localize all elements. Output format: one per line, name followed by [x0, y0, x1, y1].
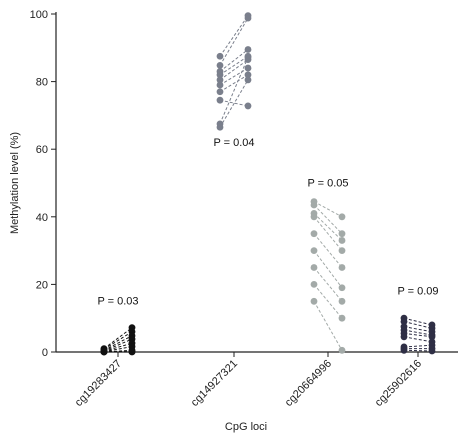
series-layer [100, 12, 436, 356]
pair-line [313, 213, 343, 241]
pair-line [313, 250, 343, 289]
pair-line [103, 327, 133, 350]
point-before [216, 76, 224, 84]
p-value-label: P = 0.05 [307, 177, 348, 189]
point-before [216, 71, 224, 79]
point-after [338, 264, 346, 271]
pair-line [403, 321, 433, 329]
pair-line [219, 15, 249, 57]
group-cg14927321 [216, 12, 252, 131]
point-before [216, 88, 224, 96]
pair-line [103, 338, 133, 352]
pair-line [403, 336, 433, 343]
point-before [100, 347, 108, 355]
pair-line [313, 267, 343, 302]
point-before [216, 96, 224, 104]
point-before [400, 346, 408, 354]
pair-line [103, 342, 133, 352]
pair-line [403, 344, 433, 348]
p-value-label: P = 0.09 [397, 286, 438, 298]
pair-line [313, 301, 343, 351]
y-tick-label: 80 [36, 77, 48, 89]
point-after [244, 64, 252, 72]
y-tick-label: 100 [30, 9, 48, 21]
pair-line [103, 335, 133, 351]
point-after [244, 46, 252, 53]
point-after [128, 348, 136, 356]
point-before [216, 123, 224, 131]
point-after [338, 284, 346, 292]
point-before [400, 318, 408, 325]
point-before [310, 281, 318, 288]
pair-line [219, 49, 249, 72]
point-before [310, 201, 318, 209]
y-tick-label: 40 [36, 212, 48, 224]
pair-line [403, 317, 433, 326]
point-before [216, 61, 224, 69]
pair-line [313, 201, 343, 218]
point-after [338, 237, 346, 244]
point-before [310, 247, 318, 255]
point-after [244, 71, 252, 79]
point-before [310, 264, 318, 271]
pair-line [403, 332, 433, 338]
pair-line [403, 326, 433, 333]
point-after [338, 230, 346, 238]
group-cg20664996 [310, 198, 346, 354]
axes: 0 20 40 60 80 100 cg19283427 cg14927321 cg206649… [30, 9, 458, 409]
group-cg25902616 [400, 314, 436, 355]
pair-line [219, 74, 249, 93]
y-axis-title: Methylation level (%) [9, 132, 21, 234]
pair-line [313, 216, 343, 251]
y-tick-label: 20 [36, 279, 48, 291]
point-before [310, 213, 318, 221]
point-after [338, 346, 346, 354]
point-after [244, 102, 252, 110]
point-after [244, 14, 252, 22]
pair-line [403, 329, 433, 336]
y-tick-label: 60 [36, 144, 48, 156]
point-after [428, 333, 436, 341]
point-after [338, 247, 346, 255]
point-before [216, 81, 224, 89]
pair-line [313, 233, 343, 268]
pair-line [219, 67, 249, 86]
group-cg19283427 [100, 324, 136, 356]
x-tick-label: cg20664996 [283, 358, 334, 409]
pair-line [313, 204, 343, 235]
point-after [338, 314, 346, 322]
x-axis-title: CpG loci [225, 421, 267, 433]
pair-line [219, 79, 249, 128]
point-after [244, 53, 252, 61]
point-before [310, 230, 318, 238]
pair-line [103, 346, 133, 353]
y-tick-label: 0 [42, 347, 48, 359]
point-before [216, 52, 224, 60]
pair-line [219, 17, 249, 66]
pair-line [103, 331, 133, 350]
x-tick-label: cg19283427 [73, 358, 124, 409]
point-before [310, 297, 318, 305]
x-tick-label: cg25902616 [373, 358, 424, 409]
x-tick-label: cg14927321 [189, 358, 240, 409]
point-after [338, 213, 346, 221]
point-after [428, 347, 436, 355]
pair-line [219, 55, 249, 76]
point-after [244, 76, 252, 84]
p-value-label: P = 0.04 [213, 137, 254, 149]
point-before [400, 333, 408, 341]
point-after [338, 297, 346, 305]
pair-line [313, 284, 343, 319]
labels-layer: Methylation level (%) CpG loci P = 0.03 P =… [9, 132, 439, 433]
p-value-label: P = 0.03 [97, 296, 138, 308]
pair-line [219, 59, 249, 81]
pair-line [403, 349, 433, 352]
pair-line [219, 57, 249, 125]
